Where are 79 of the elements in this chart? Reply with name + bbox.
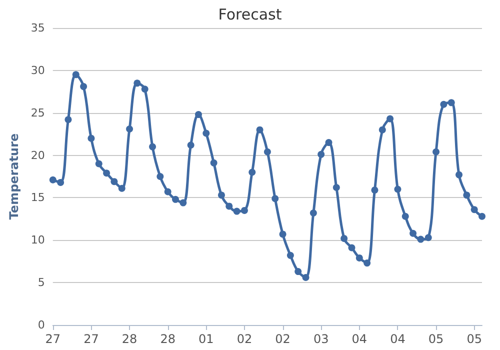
y-tick-label: 30 xyxy=(30,64,45,77)
point xyxy=(424,234,432,242)
point xyxy=(194,111,202,118)
point xyxy=(264,148,271,156)
point xyxy=(187,142,194,149)
chart-title: Forecast xyxy=(218,6,282,24)
point xyxy=(325,139,332,146)
point xyxy=(164,188,172,196)
point xyxy=(302,274,310,281)
point xyxy=(318,150,325,158)
point xyxy=(371,186,378,194)
y-tick-label: 0 xyxy=(38,318,45,332)
point xyxy=(218,192,225,199)
point xyxy=(110,178,118,186)
point xyxy=(156,173,164,180)
point xyxy=(448,99,455,106)
point xyxy=(440,100,448,108)
point xyxy=(410,230,417,237)
point xyxy=(202,130,210,137)
x-tick-label: 02 xyxy=(275,332,290,346)
y-axis-title: Temperature xyxy=(7,133,21,220)
point xyxy=(348,244,356,252)
point xyxy=(340,234,348,242)
point xyxy=(126,125,134,132)
point xyxy=(402,212,409,220)
point xyxy=(180,199,187,206)
point xyxy=(432,148,440,156)
x-tick-label: 02 xyxy=(236,332,252,346)
point xyxy=(72,71,80,78)
point xyxy=(49,176,56,184)
point xyxy=(233,208,240,215)
y-tick-label: 5 xyxy=(38,276,45,290)
point xyxy=(272,195,279,202)
y-tick-label: 20 xyxy=(30,148,45,162)
point xyxy=(226,202,233,210)
point xyxy=(103,170,110,177)
x-tick-label: 05 xyxy=(466,332,482,346)
point xyxy=(470,206,478,214)
x-tick-label: 28 xyxy=(160,332,176,346)
point xyxy=(64,116,72,124)
point xyxy=(88,134,95,142)
x-tick-label: 03 xyxy=(313,332,329,346)
point xyxy=(141,86,148,93)
point xyxy=(57,178,64,186)
point xyxy=(149,143,156,150)
x-tick-label: 27 xyxy=(84,332,99,346)
point xyxy=(286,252,294,259)
point xyxy=(386,115,394,122)
x-tick-label: 27 xyxy=(45,332,61,346)
point xyxy=(134,80,141,87)
point xyxy=(118,184,126,192)
y-tick-label: 15 xyxy=(30,191,45,204)
point xyxy=(248,168,256,176)
y-tick-label: 35 xyxy=(30,22,45,34)
x-tick-label: 04 xyxy=(352,332,368,346)
point xyxy=(356,254,363,262)
point xyxy=(172,196,179,203)
point xyxy=(332,184,340,192)
x-tick-label: 05 xyxy=(428,332,444,346)
point xyxy=(394,186,402,193)
x-tick-label: 01 xyxy=(198,332,214,346)
y-tick-label: 25 xyxy=(30,106,45,120)
point xyxy=(417,236,424,243)
point xyxy=(310,209,317,216)
x-tick-label: 28 xyxy=(122,332,138,346)
point xyxy=(95,160,102,168)
y-tick-label: 10 xyxy=(30,234,45,247)
point xyxy=(210,159,218,166)
point xyxy=(240,206,248,214)
point xyxy=(294,268,302,276)
point xyxy=(279,230,286,238)
point xyxy=(364,260,371,267)
point xyxy=(456,171,463,178)
x-tick-label: 04 xyxy=(390,332,406,346)
point xyxy=(256,126,264,134)
point xyxy=(80,83,88,90)
point xyxy=(478,212,486,220)
point xyxy=(378,126,386,134)
point xyxy=(463,192,470,199)
